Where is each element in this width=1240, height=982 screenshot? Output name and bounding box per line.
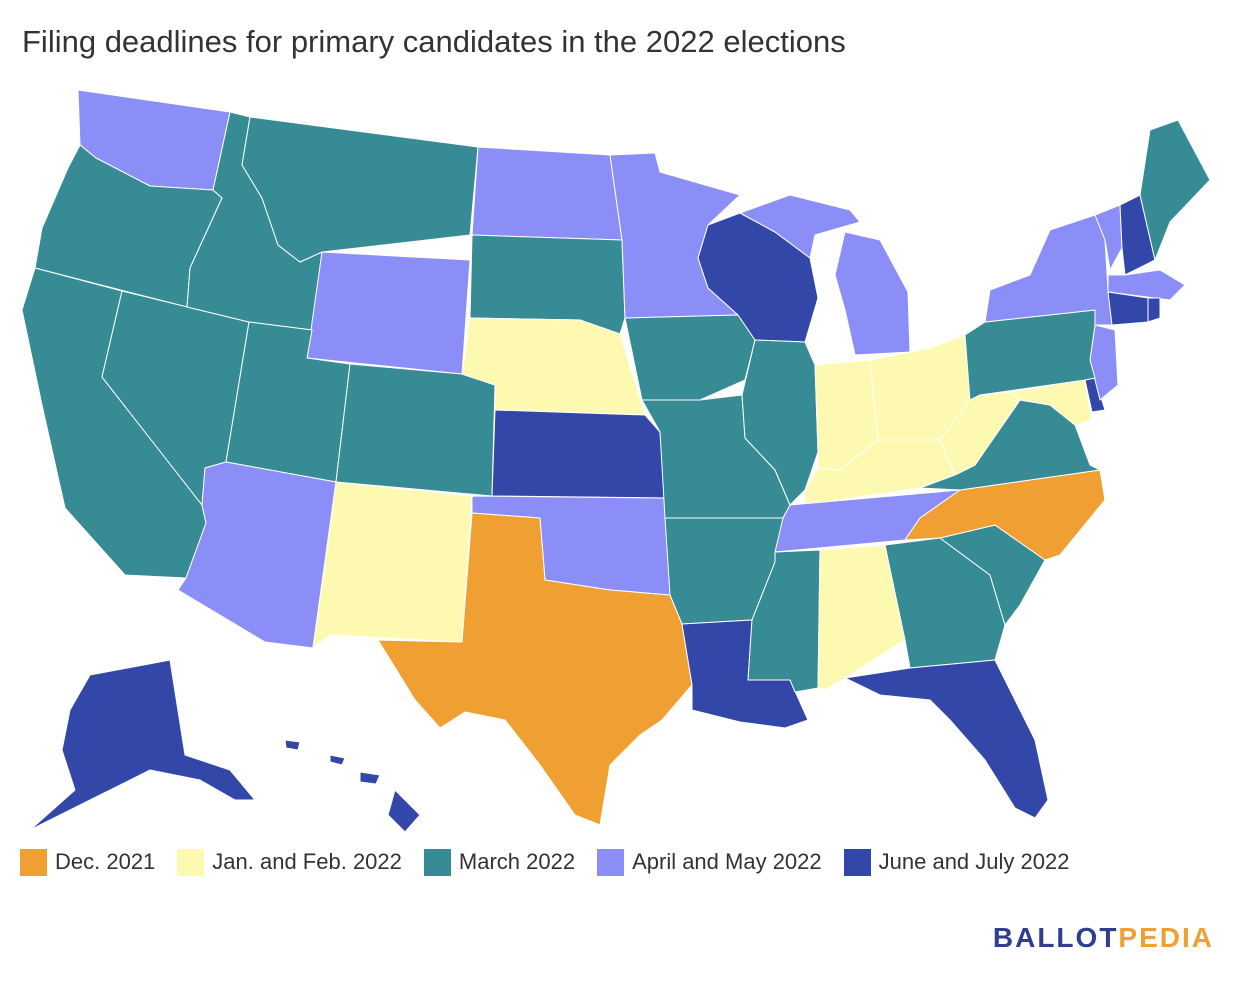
state-fl[interactable]: [844, 659, 1049, 819]
us-map-svg: [21, 89, 1211, 833]
legend-label-march-2022: March 2022: [458, 849, 576, 874]
legend-label-apr-may-2022: April and May 2022: [632, 849, 822, 874]
ballotpedia-logo: BALLOTPEDIA: [993, 922, 1214, 954]
state-ct[interactable]: [1107, 291, 1149, 326]
legend-item-jun-jul-2022: June and July 2022: [843, 848, 1070, 876]
state-mi[interactable]: [739, 194, 911, 356]
state-vt[interactable]: [1094, 204, 1123, 271]
map-title: Filing deadlines for primary candidates …: [22, 24, 846, 59]
logo-part-ballot: BALLOT: [992, 922, 1119, 953]
legend-label-jan-feb-2022: Jan. and Feb. 2022: [212, 849, 402, 874]
legend-label-dec-2021: Dec. 2021: [55, 849, 156, 874]
state-il[interactable]: [741, 339, 819, 506]
legend-swatch-jan-feb-2022: [177, 848, 205, 876]
state-co[interactable]: [335, 363, 496, 497]
state-nd[interactable]: [471, 146, 623, 241]
state-ak[interactable]: [29, 659, 256, 831]
state-hi[interactable]: [284, 739, 421, 833]
state-nc[interactable]: [904, 469, 1106, 561]
legend-swatch-apr-may-2022: [597, 848, 625, 876]
state-tx[interactable]: [377, 512, 693, 826]
us-map: [0, 80, 1240, 840]
state-me[interactable]: [1139, 119, 1211, 261]
state-ny[interactable]: [984, 214, 1113, 326]
state-wy[interactable]: [306, 251, 471, 375]
state-nh[interactable]: [1119, 194, 1156, 276]
legend-item-apr-may-2022: April and May 2022: [597, 848, 822, 876]
legend-swatch-march-2022: [423, 848, 451, 876]
legend: Dec. 2021 Jan. and Feb. 2022 March 2022 …: [20, 848, 1069, 876]
legend-item-dec-2021: Dec. 2021: [20, 848, 155, 876]
legend-swatch-dec-2021: [20, 848, 47, 876]
state-ks[interactable]: [491, 409, 666, 499]
state-mt[interactable]: [241, 116, 479, 263]
legend-swatch-jun-jul-2022: [843, 848, 871, 876]
state-ia[interactable]: [624, 314, 756, 401]
logo-part-pedia: PEDIA: [1118, 922, 1214, 953]
legend-item-march-2022: March 2022: [423, 848, 576, 876]
state-ri[interactable]: [1147, 297, 1161, 323]
legend-item-jan-feb-2022: Jan. and Feb. 2022: [177, 848, 402, 876]
legend-label-jun-jul-2022: June and July 2022: [878, 849, 1070, 874]
state-nm[interactable]: [312, 481, 473, 649]
